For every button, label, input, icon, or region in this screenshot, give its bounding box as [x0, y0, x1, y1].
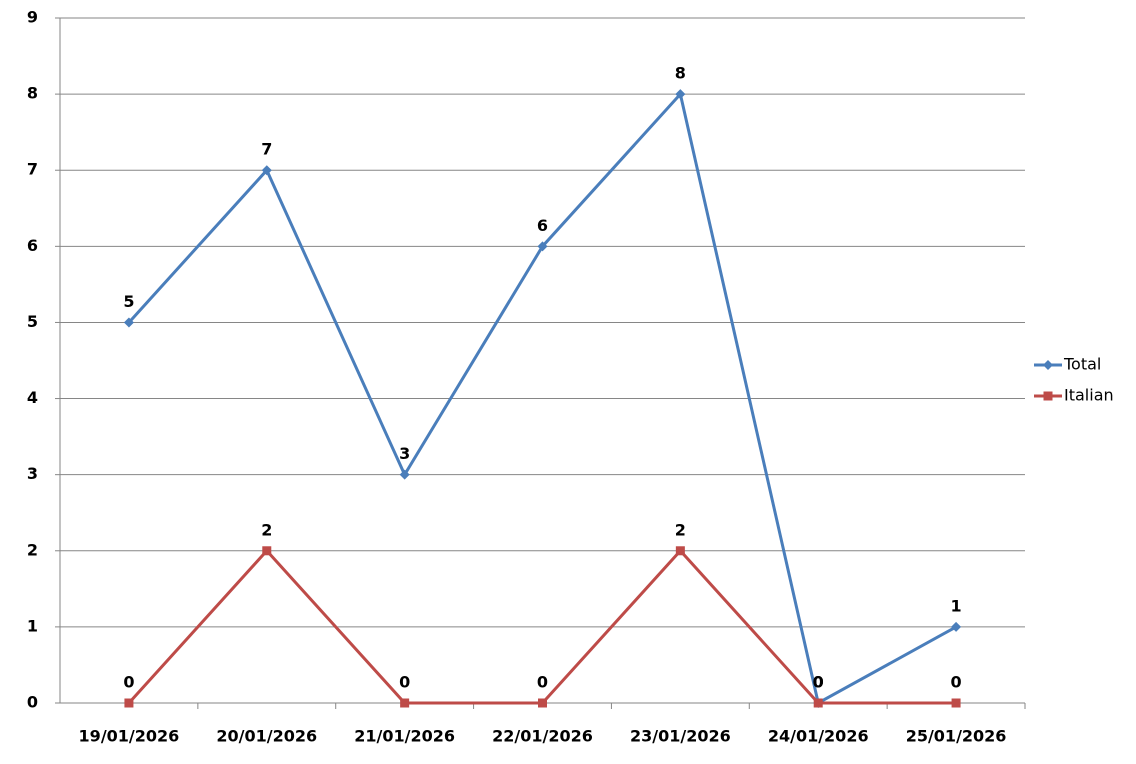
marker: [262, 546, 272, 556]
x-tick-label: 19/01/2026: [79, 727, 180, 746]
data-label: 8: [675, 64, 686, 83]
marker: [951, 621, 962, 632]
data-label: 0: [813, 673, 824, 692]
y-tick-label: 1: [27, 616, 38, 635]
series: 5 7 3 6 8 0 1: [123, 64, 962, 708]
marker: [537, 241, 548, 252]
marker: [1043, 391, 1053, 401]
marker: [123, 317, 134, 328]
marker: [538, 698, 547, 708]
y-tick-label: 4: [27, 388, 38, 407]
marker: [261, 165, 272, 176]
x-tick-label: 21/01/2026: [354, 727, 455, 746]
series: 0 2 0 0 2 0 0: [123, 520, 962, 708]
y-tick-label: 9: [27, 8, 38, 27]
marker: [675, 89, 686, 100]
marker: [1043, 360, 1053, 370]
legend-label: Total: [1063, 355, 1101, 374]
data-label: 6: [537, 216, 548, 235]
data-label: 2: [675, 520, 686, 539]
x-tick-label: 22/01/2026: [492, 727, 593, 746]
marker: [675, 546, 685, 556]
data-label: 0: [951, 673, 962, 692]
y-tick-label: 0: [27, 693, 38, 712]
data-label: 0: [813, 673, 824, 692]
x-tick-label: 23/01/2026: [630, 727, 731, 746]
y-tick-label: 3: [27, 464, 38, 483]
y-tick-label: 7: [27, 160, 38, 179]
data-label: 0: [399, 673, 410, 692]
legend-label: Italian: [1064, 386, 1114, 405]
data-label: 3: [399, 444, 410, 463]
x-tick-label: 25/01/2026: [906, 727, 1007, 746]
y-tick-label: 8: [27, 84, 38, 103]
marker: [400, 698, 410, 708]
marker: [951, 698, 961, 708]
y-tick-label: 6: [27, 236, 38, 255]
data-label: 2: [261, 520, 272, 539]
y-tick-label: 2: [27, 540, 38, 559]
marker: [399, 469, 410, 480]
marker: [813, 698, 823, 708]
data-label: 7: [261, 140, 272, 159]
data-label: 0: [537, 673, 548, 692]
data-label: 1: [951, 596, 962, 615]
y-tick-label: 5: [27, 312, 38, 331]
x-tick-label: 20/01/2026: [216, 727, 317, 746]
x-tick-label: 24/01/2026: [768, 727, 869, 746]
data-label: 5: [123, 292, 134, 311]
data-label: 0: [123, 673, 134, 692]
marker: [124, 698, 134, 708]
